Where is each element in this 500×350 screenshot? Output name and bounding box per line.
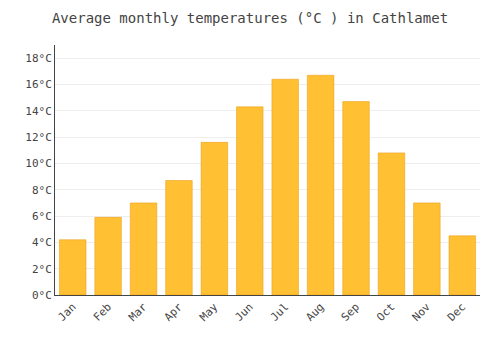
svg-text:12°C: 12°C	[25, 131, 52, 144]
svg-text:8°C: 8°C	[32, 184, 52, 197]
svg-text:4°C: 4°C	[32, 236, 52, 249]
svg-text:6°C: 6°C	[32, 210, 52, 223]
svg-text:Average monthly temperatures (: Average monthly temperatures (°C ) in Ca…	[52, 10, 448, 26]
svg-text:Feb: Feb	[91, 301, 114, 324]
svg-text:Oct: Oct	[374, 301, 397, 324]
svg-text:Sep: Sep	[339, 301, 362, 324]
svg-text:Jun: Jun	[233, 301, 256, 324]
svg-text:18°C: 18°C	[25, 52, 52, 65]
svg-text:16°C: 16°C	[25, 78, 52, 91]
svg-text:Dec: Dec	[445, 301, 468, 324]
svg-text:2°C: 2°C	[32, 263, 52, 276]
svg-text:Jan: Jan	[55, 301, 78, 324]
svg-text:14°C: 14°C	[25, 105, 52, 118]
svg-text:Nov: Nov	[410, 300, 434, 324]
svg-text:Apr: Apr	[162, 300, 186, 324]
svg-text:Mar: Mar	[126, 300, 150, 324]
svg-text:10°C: 10°C	[25, 157, 52, 170]
svg-text:May: May	[197, 300, 221, 324]
svg-text:Aug: Aug	[303, 301, 326, 324]
svg-text:Jul: Jul	[268, 301, 291, 324]
svg-text:0°C: 0°C	[32, 289, 52, 302]
